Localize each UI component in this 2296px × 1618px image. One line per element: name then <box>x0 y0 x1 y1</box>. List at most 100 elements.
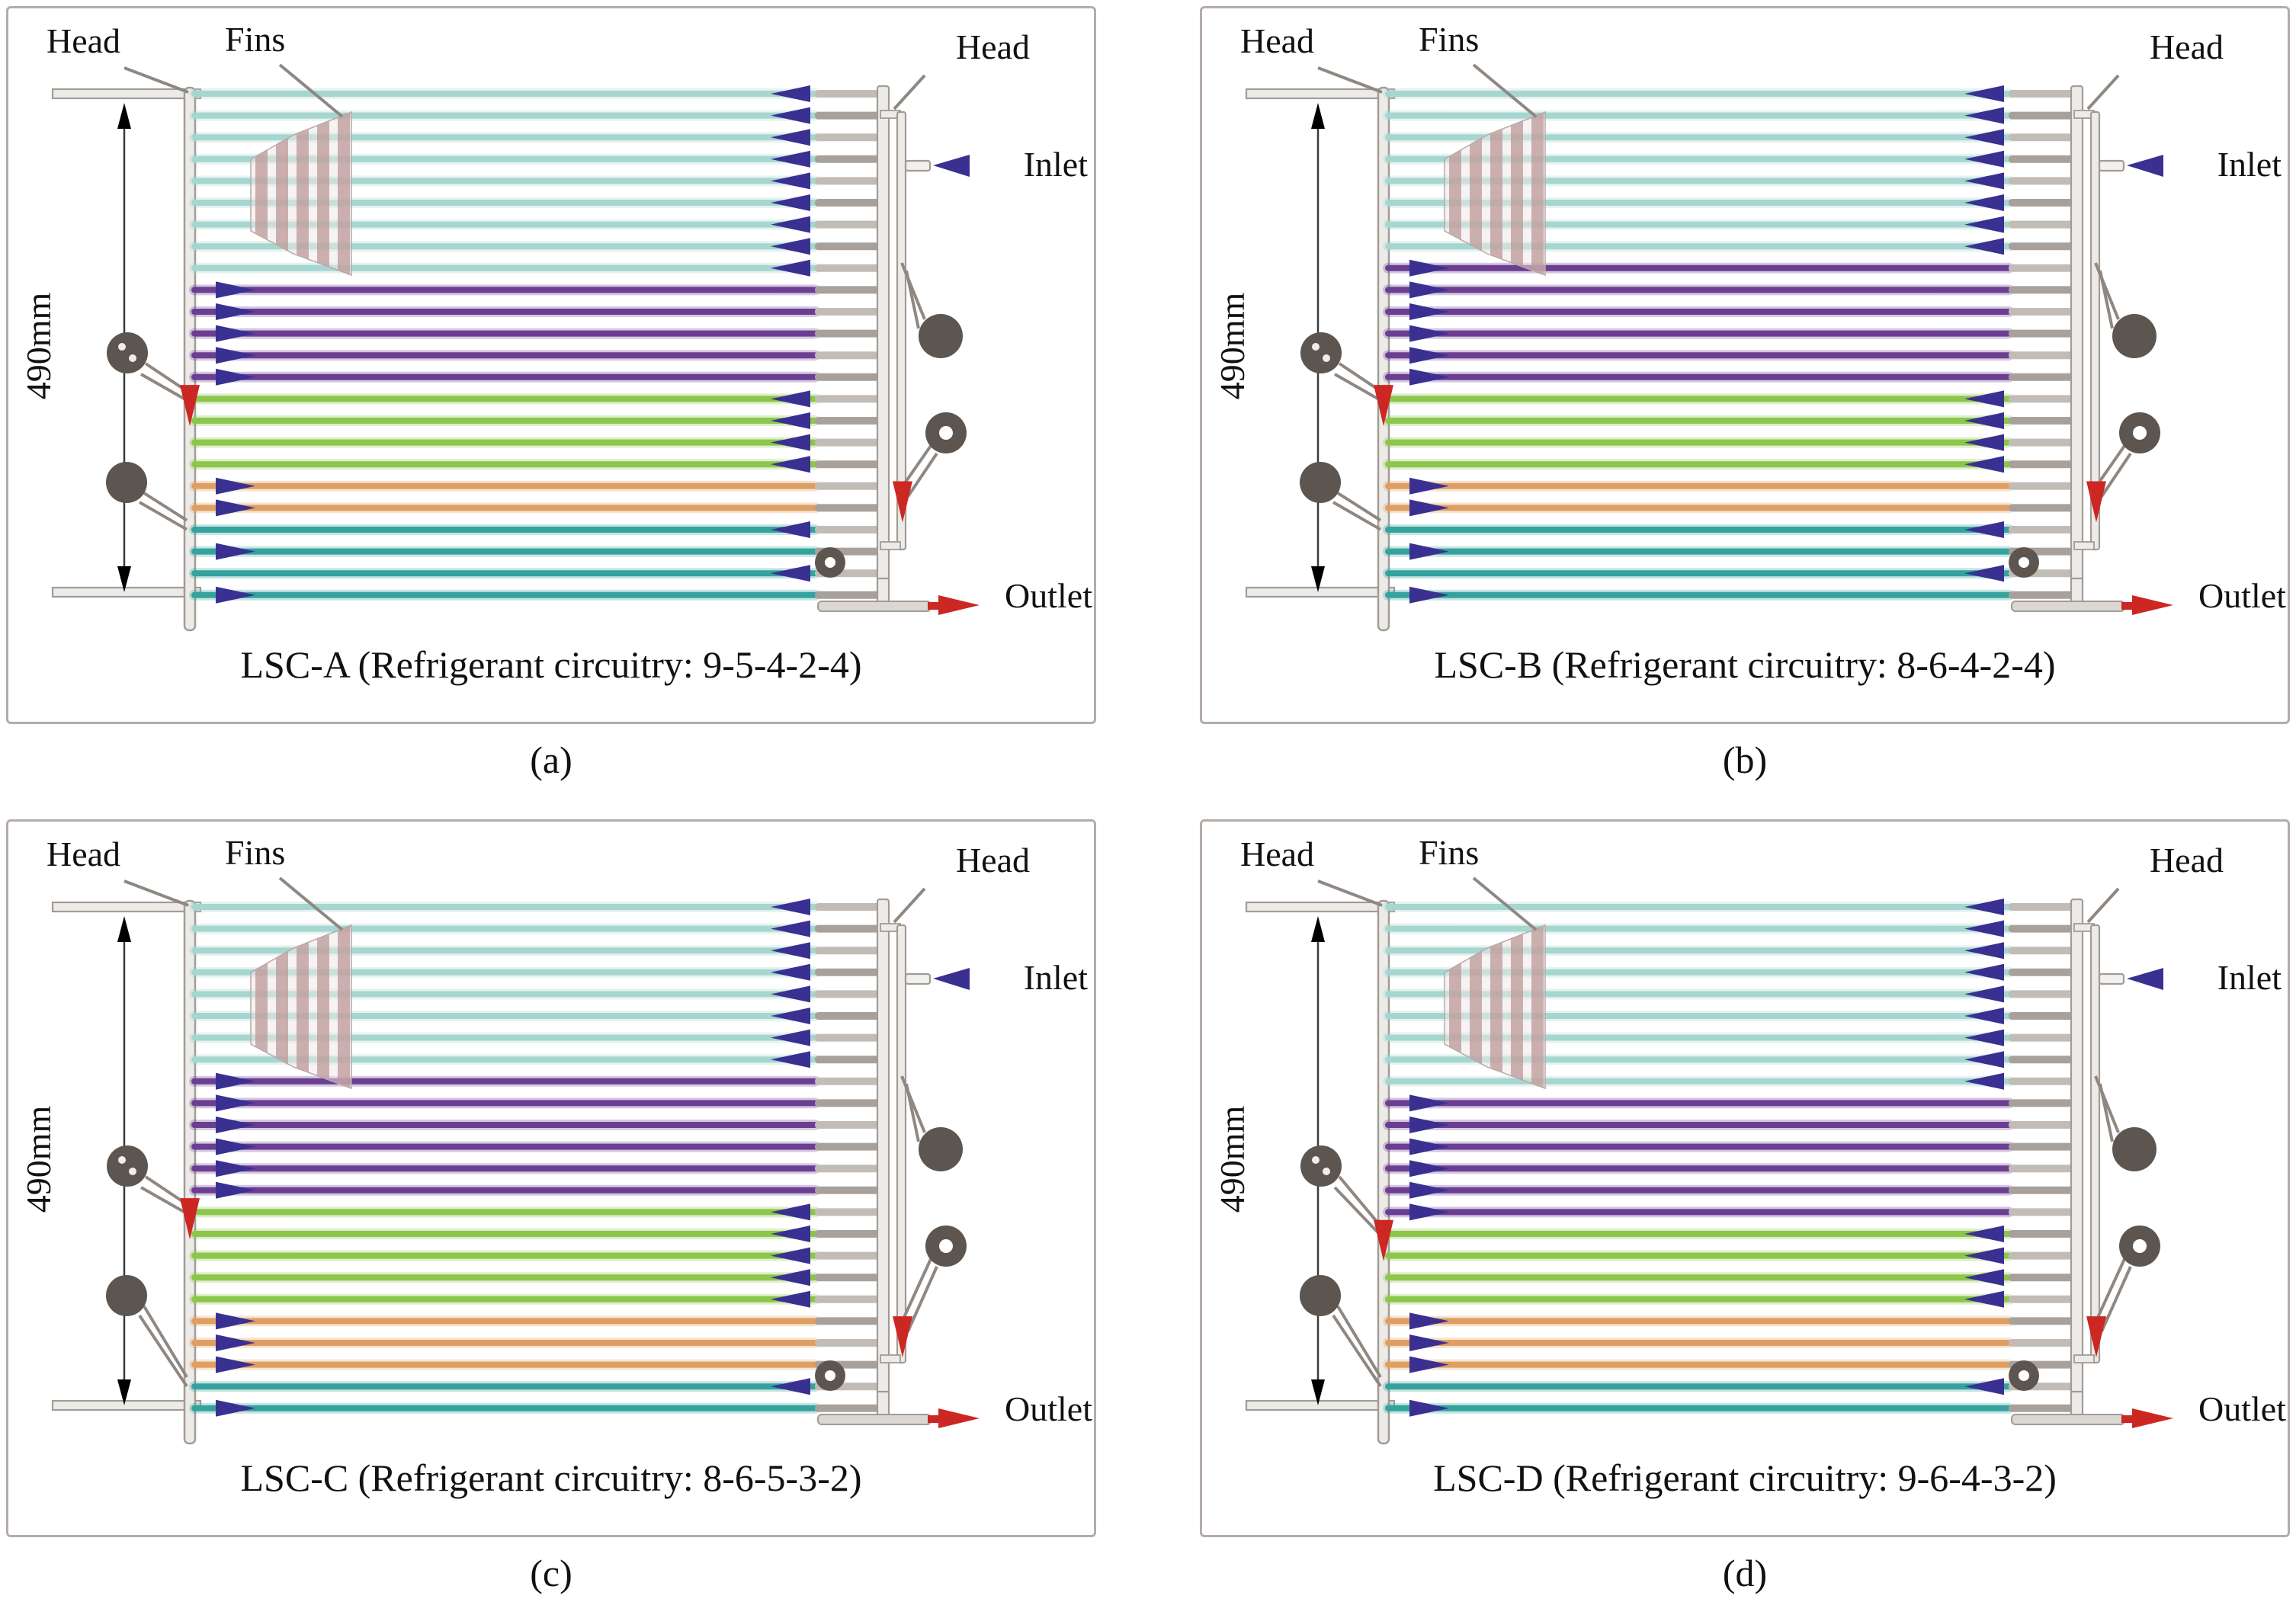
inlet-stub-pipe <box>2098 972 2125 985</box>
flow-arrow-icon <box>1964 1072 2004 1090</box>
flow-arrow-icon <box>1409 1312 1449 1330</box>
flow-arrow-icon <box>1964 1029 2004 1046</box>
right-header-pipe <box>896 924 907 1364</box>
flow-arrow-icon <box>771 456 810 473</box>
dimension-arrow-down-icon <box>1311 566 1325 592</box>
right-header-pipe <box>896 111 907 551</box>
tube-rung <box>815 947 883 955</box>
flow-arrow-icon <box>1964 238 2004 255</box>
flow-arrow-icon <box>216 499 255 517</box>
fins-leader-line <box>1472 876 1538 931</box>
tube-rung <box>2009 1165 2077 1173</box>
dimension-label: 490mm <box>1213 1105 1252 1213</box>
panel-diagram <box>51 63 980 632</box>
flow-arrow-icon <box>1964 434 2004 451</box>
head-right-label: Head <box>2149 841 2224 879</box>
sight-glass-hole-icon <box>825 1370 835 1381</box>
fitting-leader-line <box>144 1175 188 1206</box>
flow-arrow-icon <box>771 1378 810 1395</box>
flow-arrow-icon <box>216 1160 255 1177</box>
tube-rung <box>815 1295 883 1303</box>
flow-arrow-icon <box>216 281 255 299</box>
outlet-arrow-tail <box>2121 602 2134 610</box>
head-left-leader-line <box>1317 879 1383 907</box>
inlet-arrow-icon <box>933 968 970 990</box>
fitting-leader-line <box>2099 270 2114 329</box>
fitting-leader-line <box>138 1314 188 1388</box>
fitting-leader-line <box>905 1083 920 1142</box>
flow-arrow-icon <box>771 985 810 1003</box>
fitting-leader-line <box>905 270 920 329</box>
tube-rung <box>2009 1251 2077 1260</box>
fitting-leader-line <box>1332 1314 1382 1388</box>
fins-label: Fins <box>225 20 286 59</box>
flow-arrow-icon <box>1964 1226 2004 1242</box>
flow-arrow-icon <box>1409 1203 1449 1221</box>
tube-rung <box>2009 438 2077 447</box>
dimension-arrow-down-icon <box>1311 1379 1325 1405</box>
head-right-label: Head <box>2149 27 2224 66</box>
tube-rung <box>2009 924 2077 933</box>
flow-arrow-icon <box>216 1334 255 1351</box>
outlet-arrow-icon <box>938 1408 980 1428</box>
head-right-label: Head <box>955 841 1030 879</box>
tube-rung <box>815 990 883 998</box>
fins-shape <box>1444 111 1546 277</box>
fins-leader-line <box>278 876 344 931</box>
tube-rung <box>815 1165 883 1173</box>
tube-rung <box>2009 133 2077 142</box>
panel-box: Head Fins Head Inlet Outlet 490mm LSC-A … <box>6 6 1096 724</box>
flow-arrow-icon <box>771 521 810 538</box>
flow-arrow-icon <box>771 194 810 211</box>
distributor-hole-icon <box>1312 1156 1320 1164</box>
head-left-label: Head <box>46 835 121 873</box>
dimension-arrow-up-icon <box>117 916 131 942</box>
tube-rung <box>815 526 883 533</box>
flow-arrow-icon <box>771 172 810 190</box>
inlet-arrow-icon <box>2127 968 2163 990</box>
distributor-hole-icon <box>129 1168 136 1175</box>
fitting-leader-line <box>1338 362 1382 392</box>
tube-rung <box>2009 1317 2077 1325</box>
tube-rung <box>2009 1121 2077 1129</box>
fitting-leader-line <box>143 492 188 522</box>
tube-rung <box>815 591 883 599</box>
flow-arrow-icon <box>771 1290 810 1308</box>
fitting-leader-line <box>1334 373 1381 402</box>
flow-arrow-icon <box>1964 1051 2004 1069</box>
inlet-stub-pipe <box>2098 159 2125 172</box>
tube-rung <box>2009 199 2077 207</box>
outlet-drop-pipe <box>876 1390 890 1419</box>
fins-leader-line <box>278 63 344 118</box>
tube-rung <box>815 351 883 360</box>
tube-rung <box>2009 395 2077 403</box>
flow-arrow-icon <box>1964 920 2004 937</box>
tube-rung <box>815 90 883 98</box>
outlet-label: Outlet <box>1005 1389 1092 1428</box>
fitting-icon <box>2112 1127 2157 1171</box>
tube-rung <box>2009 504 2077 512</box>
flow-arrow-icon <box>771 107 810 124</box>
head-left-leader-line <box>123 879 189 907</box>
fins-leader-line <box>1472 63 1538 118</box>
tube-rung <box>815 111 883 120</box>
flow-arrow-icon <box>1964 85 2004 102</box>
flow-arrow-icon <box>216 1094 255 1112</box>
right-header-bar <box>2070 85 2084 583</box>
panel-letter: (a) <box>530 739 572 781</box>
sight-glass-hole-icon <box>2019 1370 2029 1381</box>
flow-arrow-icon <box>1409 1160 1449 1177</box>
flow-arrow-icon <box>771 1008 810 1024</box>
right-header-bar <box>876 898 890 1396</box>
fitting-icon <box>106 1275 147 1316</box>
flow-arrow-icon <box>1964 942 2004 960</box>
outlet-pipe <box>817 1414 932 1425</box>
flow-arrow-icon <box>771 1029 810 1046</box>
right-header-bottom-elbow <box>2073 1354 2095 1363</box>
panel-caption: LSC-D (Refrigerant circuitry: 9-6-4-3-2) <box>1433 1456 2057 1499</box>
outlet-drop-pipe <box>876 577 890 606</box>
tube-rung <box>815 177 883 185</box>
fins-label: Fins <box>1419 833 1480 872</box>
flow-arrow-icon <box>1964 107 2004 124</box>
fitting-leader-line <box>143 1305 188 1378</box>
